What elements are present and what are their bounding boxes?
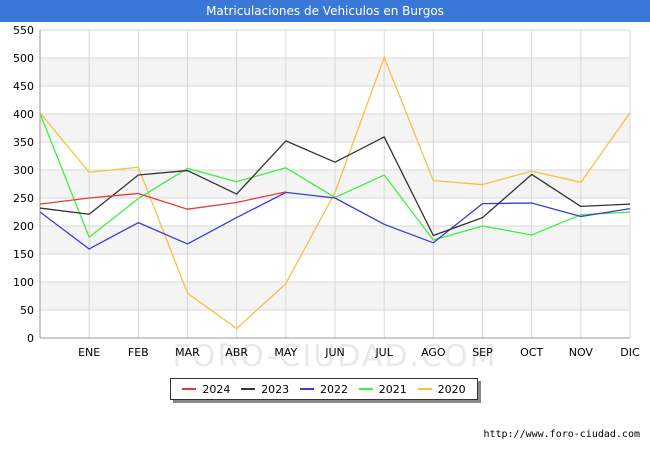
y-tick-label: 150 [13, 248, 34, 261]
series-line-2022 [39, 191, 631, 250]
legend-swatch [241, 388, 256, 390]
y-tick-label: 250 [13, 192, 34, 205]
x-tick-label: ABR [225, 346, 248, 359]
chart-title: Matriculaciones de Vehiculos en Burgos [0, 0, 650, 22]
x-tick-label: DIC [620, 346, 640, 359]
source-credit: http://www.foro-ciudad.com [483, 429, 640, 440]
y-tick-label: 550 [13, 24, 34, 37]
x-tick-label: MAY [274, 346, 297, 359]
x-tick-label: JUL [374, 346, 393, 359]
x-tick-label: JUN [324, 346, 345, 359]
y-tick-label: 50 [20, 304, 34, 317]
legend-item-2021: 2021 [358, 382, 407, 396]
legend-label: 2024 [202, 382, 231, 396]
x-tick-label: MAR [175, 346, 200, 359]
legend-label: 2022 [319, 382, 348, 396]
y-tick-label: 100 [13, 276, 34, 289]
series-line-2024 [39, 191, 286, 210]
y-tick-label: 400 [13, 108, 34, 121]
legend-swatch [299, 388, 314, 390]
y-tick-label: 200 [13, 220, 34, 233]
legend-item-2020: 2020 [417, 382, 466, 396]
x-tick-label: ENE [78, 346, 100, 359]
legend-item-2022: 2022 [299, 382, 348, 396]
x-tick-label: AGO [421, 346, 446, 359]
legend-item-2024: 2024 [182, 383, 230, 396]
chart-legend: 2024 2023 2022 2021 2020 [170, 378, 478, 400]
legend-label: 2023 [261, 382, 290, 396]
legend-swatch [358, 388, 373, 390]
series-line-2020 [39, 56, 631, 330]
y-tick-label: 350 [13, 136, 34, 149]
x-tick-label: FEB [128, 346, 149, 359]
y-tick-label: 0 [27, 332, 34, 345]
y-tick-label: 500 [13, 52, 34, 65]
y-tick-label: 300 [13, 164, 34, 177]
legend-swatch [182, 388, 197, 390]
watermark: FORO-CIUDAD.COM [173, 339, 498, 374]
legend-item-2023: 2023 [241, 383, 289, 396]
legend-swatch [417, 388, 432, 390]
x-tick-label: NOV [569, 346, 594, 359]
legend-label: 2021 [378, 382, 407, 396]
x-tick-label: OCT [520, 346, 543, 359]
x-tick-label: SEP [472, 346, 493, 359]
y-tick-label: 450 [13, 80, 34, 93]
legend-label: 2020 [437, 382, 466, 396]
series-line-2023 [39, 136, 631, 237]
